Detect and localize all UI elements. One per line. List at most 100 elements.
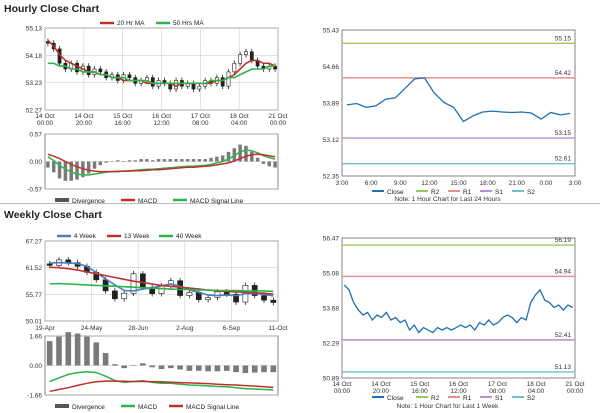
y-tick-label: -0.57	[27, 187, 42, 194]
level-label-r2: 55.15	[555, 35, 572, 42]
legend-label: 50 Hrs MA	[173, 20, 204, 27]
weekly_1w-plot-frame	[341, 237, 576, 379]
divergence-bar	[267, 161, 272, 167]
divergence-bar	[98, 161, 103, 166]
x-tick-date: 21 Oct	[565, 381, 584, 388]
divergence-bar	[93, 342, 100, 366]
divergence-bar	[158, 365, 165, 370]
candle-body	[205, 297, 211, 301]
divergence-bar	[185, 159, 190, 162]
y-tick-label: 52.35	[323, 174, 340, 181]
divergence-bar	[57, 161, 62, 179]
candle-body	[270, 299, 277, 303]
x-tick-time: 20:00	[373, 388, 390, 395]
divergence-bar	[110, 161, 114, 162]
legend-label: R2	[431, 189, 440, 196]
weekly-1w-note: Note: 1 Hour Chart for Last 1 Week	[396, 403, 499, 410]
divergence-bar	[149, 365, 155, 368]
candle-body	[75, 62, 79, 73]
y-tick-label: 67.27	[26, 239, 43, 246]
divergence-bar	[191, 159, 196, 162]
x-tick-label: 18:00	[479, 180, 496, 187]
level-label-s2: 51.13	[555, 364, 572, 371]
x-tick-time: 16:00	[412, 388, 429, 395]
x-tick-date: 15 Oct	[113, 113, 132, 120]
divergence-bar	[112, 364, 118, 366]
divergence-bar	[121, 365, 128, 369]
candle-body	[238, 54, 243, 64]
divergence-bar	[180, 159, 184, 162]
macd-signal-line	[49, 380, 274, 393]
legend-label: S2	[527, 395, 535, 402]
divergence-bar	[223, 365, 230, 371]
x-tick-label: 6-Sep	[223, 325, 241, 332]
y-tick-label: 53.12	[323, 137, 340, 144]
legend-label: Divergence	[72, 404, 105, 411]
candle-body	[158, 285, 165, 294]
divergence-bar	[84, 336, 90, 366]
divergence-bar	[102, 353, 109, 366]
divergence-bar	[244, 145, 248, 162]
divergence-bar	[156, 159, 161, 162]
close-line	[343, 284, 574, 334]
x-tick-date: 18 Oct	[230, 113, 249, 120]
divergence-bar	[214, 365, 221, 372]
divergence-bar	[92, 161, 97, 169]
y-tick-label: 55.77	[26, 292, 43, 299]
x-tick-label: 24-May	[81, 325, 103, 332]
divergence-bar	[203, 159, 207, 162]
x-tick-date: 16 Oct	[152, 113, 171, 120]
x-tick-date: 17 Oct	[488, 381, 507, 388]
x-tick-date: 17 Oct	[191, 113, 210, 120]
divergence-bar	[46, 161, 50, 168]
x-tick-date: 14 Oct	[74, 113, 93, 120]
candle-body	[244, 51, 248, 55]
divergence-bar	[220, 155, 225, 162]
divergence-bar	[251, 365, 258, 373]
x-tick-time: 08:00	[489, 388, 506, 395]
legend-label: MACD Signal Line	[190, 198, 243, 205]
y-tick-label: 55.43	[323, 28, 340, 35]
y-tick-label: 55.08	[323, 271, 340, 278]
x-tick-label: 3:00	[569, 180, 582, 187]
legend-label: R1	[463, 395, 472, 402]
divergence-bar	[86, 161, 91, 174]
divergence-bar	[255, 157, 260, 162]
candle-body	[249, 51, 254, 61]
x-tick-time: 08:00	[192, 120, 209, 127]
candle-body	[98, 68, 103, 73]
divergence-bar	[104, 161, 108, 163]
divergence-bar	[273, 161, 277, 168]
candle-body	[86, 65, 91, 76]
y-tick-label: 61.52	[26, 265, 43, 272]
x-tick-label: 6:00	[365, 180, 378, 187]
legend-label: 13 Week	[124, 233, 150, 240]
x-tick-label: 3:00	[336, 180, 349, 187]
legend-swatch	[55, 198, 69, 202]
candle-body	[214, 291, 221, 298]
section-divider	[0, 203, 600, 204]
hourly-24h-note: Note: 1 Hour Chart for Last 24 Hours	[394, 196, 501, 203]
divergence-bar	[56, 336, 62, 366]
candle-body	[139, 273, 146, 288]
weekly-section-title: Weekly Close Chart	[4, 209, 102, 221]
weekly_price-plot-frame	[44, 240, 279, 322]
x-tick-date: 14 Oct	[371, 381, 390, 388]
level-label-s2: 52.61	[555, 156, 572, 163]
y-tick-label: 56.47	[323, 236, 340, 243]
legend-label: Close	[387, 395, 404, 402]
divergence-bar	[174, 159, 178, 162]
x-tick-label: 9:00	[394, 180, 407, 187]
divergence-bar	[168, 365, 174, 369]
x-tick-date: 14 Oct	[332, 381, 351, 388]
candle-body	[233, 293, 239, 303]
x-tick-time: 16:00	[115, 120, 132, 127]
divergence-bar	[127, 160, 132, 162]
y-tick-label: 52.29	[323, 341, 340, 348]
divergence-bar	[186, 365, 193, 371]
y-tick-label: 53.68	[323, 306, 340, 313]
x-tick-label: 21:00	[509, 180, 526, 187]
legend-label: MACD	[138, 404, 157, 411]
